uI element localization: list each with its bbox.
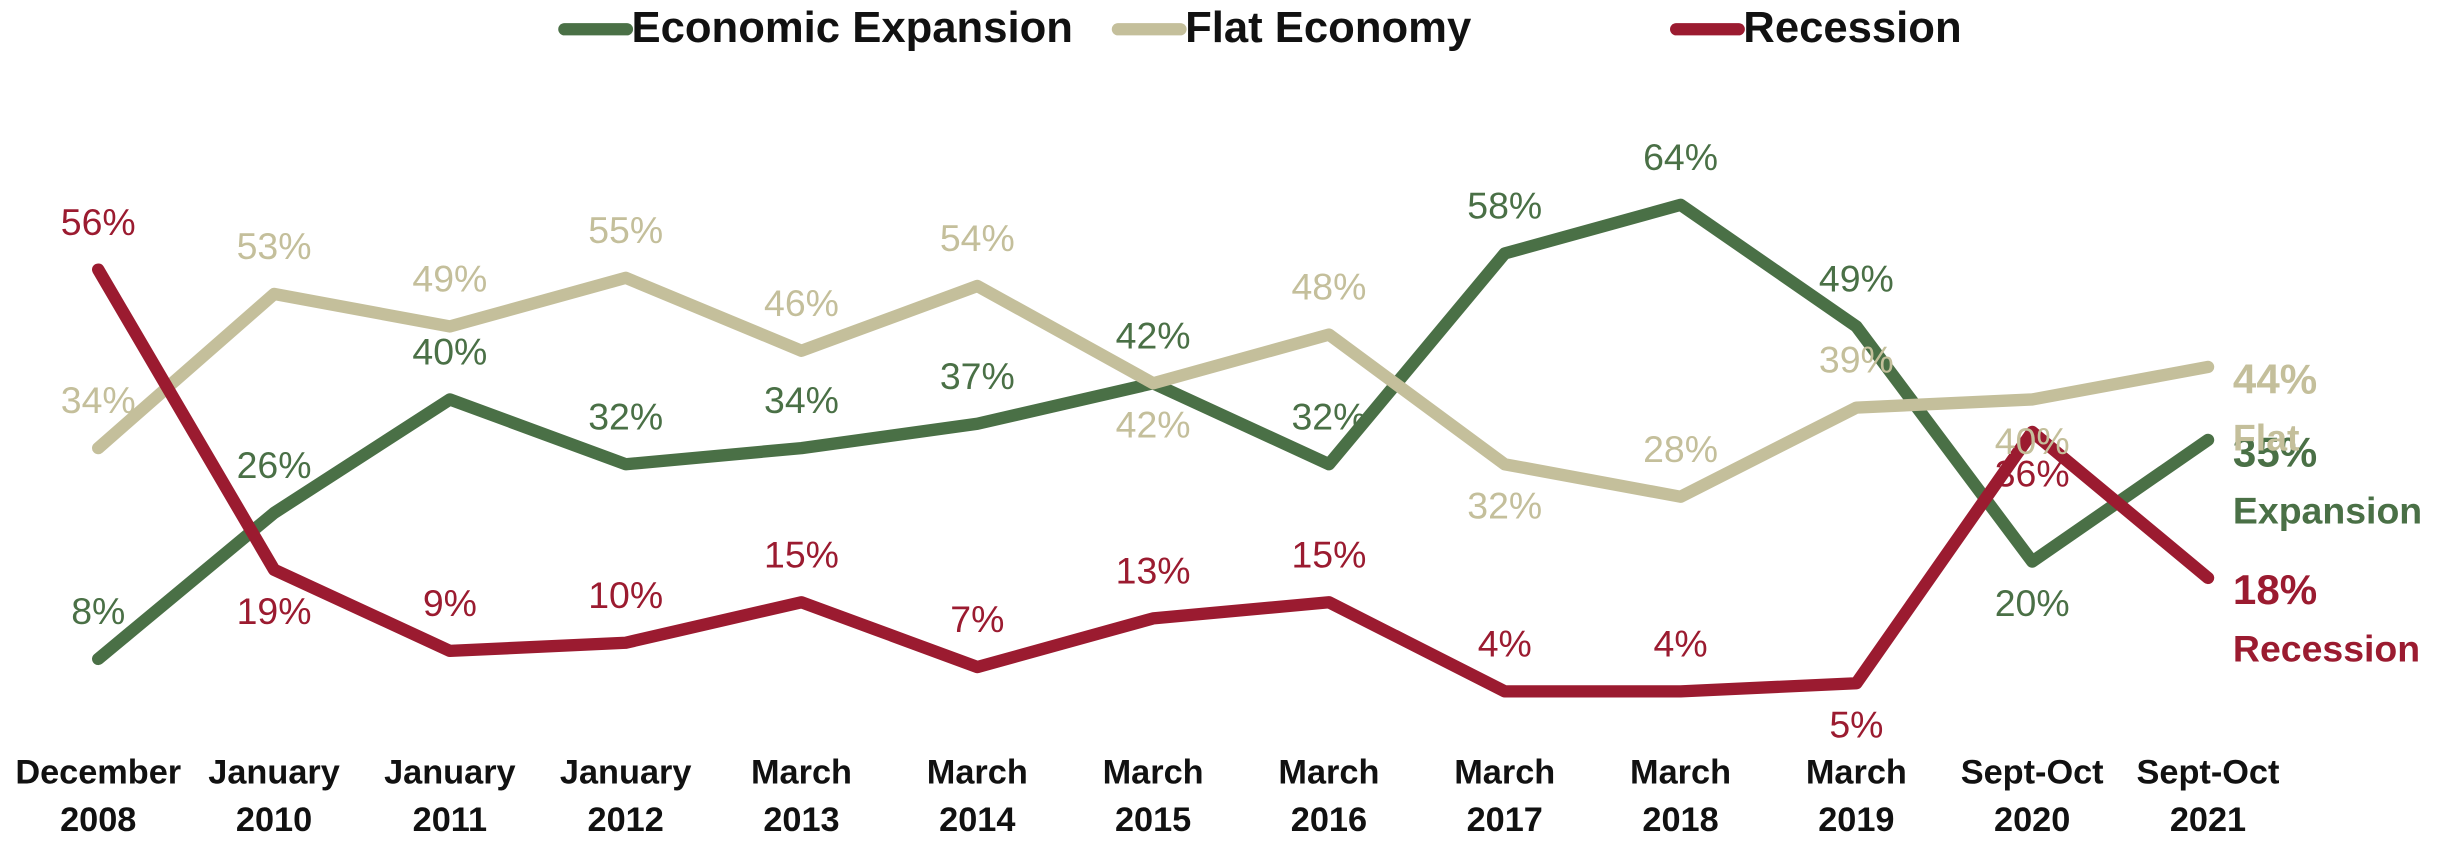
- value-label: 56%: [61, 201, 136, 243]
- x-tick-label-line: 2013: [763, 801, 839, 839]
- x-tick-label: March 2016: [1278, 754, 1379, 839]
- end-value-label: 35%: [2233, 429, 2317, 476]
- value-label: 8%: [71, 590, 125, 632]
- value-label: 42%: [1116, 404, 1191, 446]
- x-tick-label-line: 2008: [60, 801, 136, 839]
- x-tick-label: March 2013: [751, 754, 852, 839]
- value-label: 4%: [1478, 623, 1532, 665]
- x-tick-label-line: March: [1806, 754, 1907, 792]
- x-tick-label-line: 2015: [1115, 801, 1191, 839]
- x-tick-label-line: January: [384, 754, 516, 792]
- value-label: 36%: [1995, 453, 2070, 495]
- value-label: 5%: [1829, 704, 1883, 746]
- value-label: 32%: [1291, 396, 1366, 438]
- value-label: 10%: [588, 574, 663, 616]
- x-tick-label-line: January: [208, 754, 340, 792]
- x-tick-label-line: 2014: [939, 801, 1015, 839]
- x-tick-label: January 2011: [384, 754, 516, 839]
- value-label: 19%: [237, 590, 312, 632]
- x-tick-label-line: 2016: [1291, 801, 1367, 839]
- x-tick-label: March 2014: [927, 754, 1028, 839]
- value-label: 40%: [412, 331, 487, 373]
- value-label: 7%: [950, 598, 1004, 640]
- x-tick-label: Sept-Oct 2020: [1961, 754, 2104, 839]
- x-tick-label-line: 2020: [1994, 801, 2070, 839]
- x-tick-label: March 2015: [1103, 754, 1204, 839]
- legend-label: Recession: [1743, 4, 1961, 52]
- value-label: 55%: [588, 209, 663, 251]
- x-tick-label-line: Sept-Oct: [1961, 754, 2104, 792]
- value-label: 37%: [940, 355, 1015, 397]
- x-tick-label-line: December: [15, 754, 181, 792]
- x-tick-label: January 2010: [208, 754, 340, 839]
- value-label: 13%: [1116, 550, 1191, 592]
- value-label: 39%: [1819, 339, 1894, 381]
- x-tick-label-line: 2011: [413, 801, 487, 839]
- x-tick-label: December 2008: [15, 754, 181, 839]
- value-label: 26%: [237, 444, 312, 486]
- value-label: 15%: [764, 534, 839, 576]
- x-tick-label-line: 2012: [588, 801, 664, 839]
- x-tick-label-line: March: [751, 754, 852, 792]
- x-tick-label-line: 2018: [1642, 801, 1718, 839]
- x-tick-label-line: 2010: [236, 801, 312, 839]
- value-label: 42%: [1116, 315, 1191, 357]
- value-label: 20%: [1995, 582, 2070, 624]
- x-tick-label-line: 2017: [1467, 801, 1543, 839]
- value-label: 46%: [764, 282, 839, 324]
- x-tick-label: January 2012: [560, 754, 692, 839]
- end-value-label: 44%: [2233, 356, 2317, 403]
- x-tick-label-line: January: [560, 754, 692, 792]
- value-label: 15%: [1291, 534, 1366, 576]
- x-tick-label-line: 2021: [2170, 801, 2246, 839]
- value-label: 49%: [1819, 258, 1894, 300]
- value-label: 64%: [1643, 136, 1718, 178]
- value-label: 34%: [61, 379, 136, 421]
- x-tick-label-line: March: [1630, 754, 1731, 792]
- value-label: 32%: [588, 396, 663, 438]
- end-value-label: 18%: [2233, 566, 2317, 613]
- series-line: [91, 271, 2215, 503]
- x-tick-label-line: March: [1278, 754, 1379, 792]
- x-tick-label: March 2019: [1806, 754, 1907, 839]
- value-label: 34%: [764, 379, 839, 421]
- x-tick-label-line: Sept-Oct: [2137, 754, 2280, 792]
- x-tick-label: March 2018: [1630, 754, 1731, 839]
- value-label: 48%: [1291, 266, 1366, 308]
- x-tick-label-line: March: [927, 754, 1028, 792]
- end-series-label: Recession: [2233, 628, 2420, 670]
- x-tick-label: Sept-Oct 2021: [2137, 754, 2280, 839]
- value-label: 9%: [423, 582, 477, 624]
- x-tick-label: March 2017: [1454, 754, 1555, 839]
- legend-label: Flat Economy: [1185, 4, 1471, 52]
- value-label: 58%: [1467, 185, 1542, 227]
- value-label: 32%: [1467, 485, 1542, 527]
- x-tick-label-line: 2019: [1818, 801, 1894, 839]
- end-series-label: Expansion: [2233, 490, 2422, 532]
- value-label: 40%: [1995, 420, 2070, 462]
- end-series-label: Flat: [2233, 417, 2300, 459]
- value-label: 28%: [1643, 428, 1718, 470]
- legend-label: Economic Expansion: [632, 4, 1073, 52]
- series-line: [91, 263, 2215, 698]
- x-tick-label-line: March: [1103, 754, 1204, 792]
- value-label: 53%: [237, 225, 312, 267]
- x-tick-label-line: March: [1454, 754, 1555, 792]
- value-label: 4%: [1654, 623, 1708, 665]
- value-label: 54%: [940, 217, 1015, 259]
- value-label: 49%: [412, 258, 487, 300]
